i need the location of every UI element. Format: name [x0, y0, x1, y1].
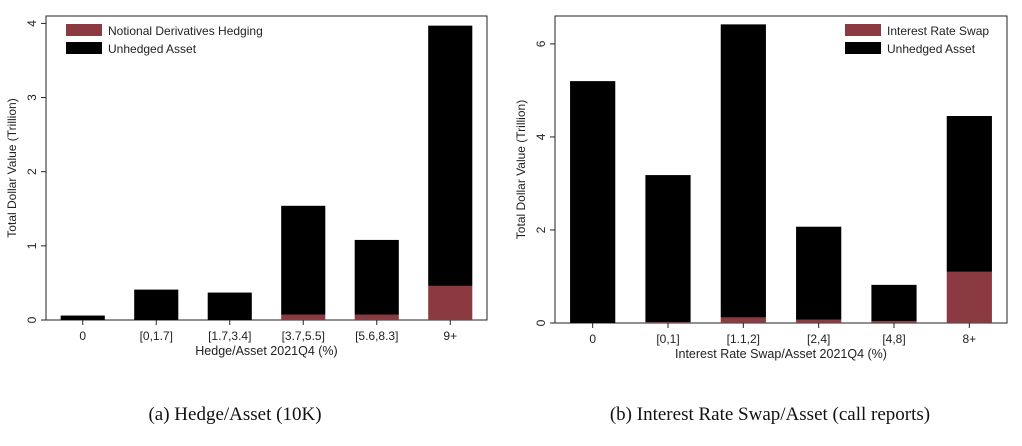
bar-hedged: [645, 322, 691, 323]
bar-unhedged: [428, 25, 473, 286]
x-tick-label: [0,1]: [656, 332, 679, 346]
y-tick-label: 0: [25, 316, 39, 323]
bar-unhedged: [645, 175, 691, 323]
bar-unhedged: [134, 289, 179, 320]
chart-panel-b: 0 2 4 6 Total Dollar Value (Trillion) 0 [0,1] […: [511, 0, 1022, 446]
legend-label: Unhedged Asset: [108, 42, 197, 56]
x-tick-label: [5.6,8.3]: [355, 329, 398, 343]
x-tick-label: 0: [589, 332, 596, 346]
chart-panel-a: 0 1 2 3 4 Total Dollar Value (Trillion) 0 [0,1.…: [5, 15, 488, 358]
bar-unhedged: [60, 315, 105, 320]
bar-unhedged: [281, 205, 326, 315]
y-tick-label: 0: [534, 319, 548, 326]
bar-unhedged: [207, 292, 252, 320]
bar-unhedged: [720, 24, 766, 318]
y-tick-label: 2: [534, 226, 548, 233]
bar-unhedged: [354, 239, 399, 315]
bar-unhedged: [796, 226, 842, 320]
chart-b: 0 2 4 6 Total Dollar Value (Trillion) 0 [0,1] […: [514, 15, 1008, 361]
y-tick-label: 2: [25, 168, 39, 175]
bar-hedged: [720, 317, 766, 323]
bar-hedged: [796, 319, 842, 323]
legend-swatch: [845, 42, 881, 54]
caption-a: (a) Hedge/Asset (10K): [148, 404, 322, 425]
x-tick-label: [4,8]: [882, 332, 905, 346]
bar-hedged: [946, 271, 992, 323]
y-axis-label: Total Dollar Value (Trillion): [514, 100, 528, 239]
chart-a: 0 1 2 3 4 Total Dollar Value (Trillion) 0 [0,1.…: [5, 15, 488, 358]
legend-label: Interest Rate Swap: [887, 24, 989, 38]
legend-label: Unhedged Asset: [887, 42, 976, 56]
bar-unhedged: [946, 116, 992, 272]
y-tick-label: 3: [25, 94, 39, 101]
x-tick-label: [3.7,5.5]: [282, 329, 325, 343]
x-tick-label: [1.1,2]: [727, 332, 760, 346]
bar-unhedged: [871, 284, 917, 322]
plot-frame: [554, 15, 1008, 324]
bar-unhedged: [570, 81, 616, 323]
caption-b: (b) Interest Rate Swap/Asset (call repor…: [609, 404, 931, 425]
y-tick-label: 1: [25, 242, 39, 249]
bar-hedged: [428, 285, 473, 320]
y-tick-label: 4: [25, 20, 39, 27]
x-tick-label: 0: [79, 329, 86, 343]
x-tick-label: 9+: [443, 329, 457, 343]
x-tick-label: [2,4]: [807, 332, 830, 346]
legend-swatch: [845, 24, 881, 36]
x-tick-label: 8+: [962, 332, 976, 346]
y-tick-label: 4: [534, 133, 548, 140]
x-tick-label: [1.7,3.4]: [208, 329, 251, 343]
plot-frame: [45, 15, 488, 321]
y-axis-label: Total Dollar Value (Trillion): [5, 98, 19, 237]
x-axis-label: Hedge/Asset 2021Q4 (%): [195, 344, 337, 358]
bar-hedged: [281, 314, 326, 320]
bar-hedged: [871, 321, 917, 323]
y-tick-label: 6: [534, 40, 548, 47]
legend-label: Notional Derivatives Hedging: [108, 24, 263, 38]
legend-swatch: [66, 42, 102, 54]
bar-hedged: [354, 314, 399, 320]
x-axis-label: Interest Rate Swap/Asset 2021Q4 (%): [675, 347, 887, 361]
legend-swatch: [66, 24, 102, 36]
x-tick-label: [0,1.7]: [140, 329, 173, 343]
